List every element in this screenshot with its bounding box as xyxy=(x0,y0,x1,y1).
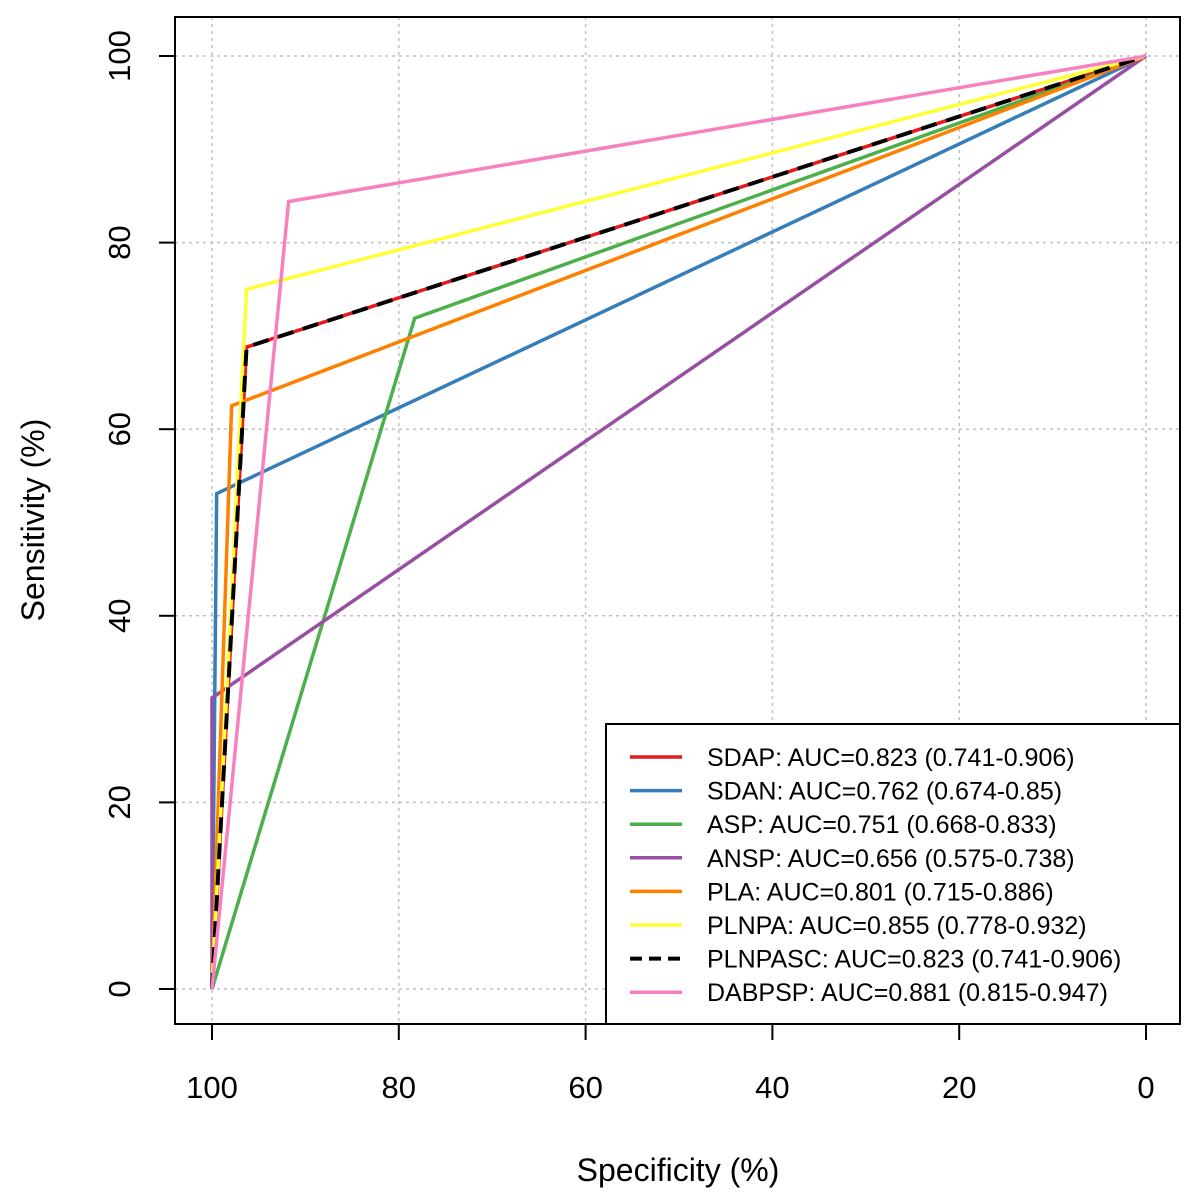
y-axis: 0 20 40 60 80 100 xyxy=(102,30,176,998)
legend-label-dabpsp: DABPSP: AUC=0.881 (0.815-0.947) xyxy=(707,979,1108,1007)
y-tick-label: 80 xyxy=(102,225,137,259)
x-tick-label: 0 xyxy=(1137,1070,1154,1105)
legend-box xyxy=(605,723,1181,1025)
y-tick-label: 0 xyxy=(102,980,137,997)
y-tick-label: 20 xyxy=(102,785,137,819)
roc-curve-pla xyxy=(210,54,1147,990)
roc-curve-plnpasc xyxy=(210,54,1147,990)
x-tick-label: 20 xyxy=(942,1070,976,1105)
y-tick-label: 100 xyxy=(102,30,137,82)
roc-curve-asp xyxy=(210,54,1147,990)
x-tick-label: 100 xyxy=(186,1070,238,1105)
x-axis: 100 80 60 40 20 0 xyxy=(186,1023,1155,1105)
legend-label-ansp: ANSP: AUC=0.656 (0.575-0.738) xyxy=(707,845,1075,873)
y-tick-label: 60 xyxy=(102,412,137,446)
x-axis-title: Specificity (%) xyxy=(577,1152,780,1188)
legend-label-asp: ASP: AUC=0.751 (0.668-0.833) xyxy=(707,811,1057,839)
y-tick-label: 40 xyxy=(102,599,137,633)
legend-label-pla: PLA: AUC=0.801 (0.715-0.886) xyxy=(707,878,1054,906)
x-tick-label: 40 xyxy=(755,1070,789,1105)
x-tick-label: 60 xyxy=(568,1070,602,1105)
roc-curve-ansp xyxy=(210,54,1147,989)
roc-curve-dabpsp xyxy=(210,54,1147,990)
y-axis-title: Sensitivity (%) xyxy=(15,419,51,622)
legend-label-plnpa: PLNPA: AUC=0.855 (0.778-0.932) xyxy=(707,912,1087,940)
roc-curves xyxy=(210,54,1147,990)
legend-label-sdan: SDAN: AUC=0.762 (0.674-0.85) xyxy=(707,778,1062,806)
legend: SDAP: AUC=0.823 (0.741-0.906) SDAN: AUC=0… xyxy=(605,723,1181,1025)
roc-curve-plnpa xyxy=(210,54,1147,990)
legend-label-sdap: SDAP: AUC=0.823 (0.741-0.906) xyxy=(707,744,1075,772)
legend-label-plnpasc: PLNPASC: AUC=0.823 (0.741-0.906) xyxy=(707,946,1121,974)
x-tick-label: 80 xyxy=(382,1070,416,1105)
